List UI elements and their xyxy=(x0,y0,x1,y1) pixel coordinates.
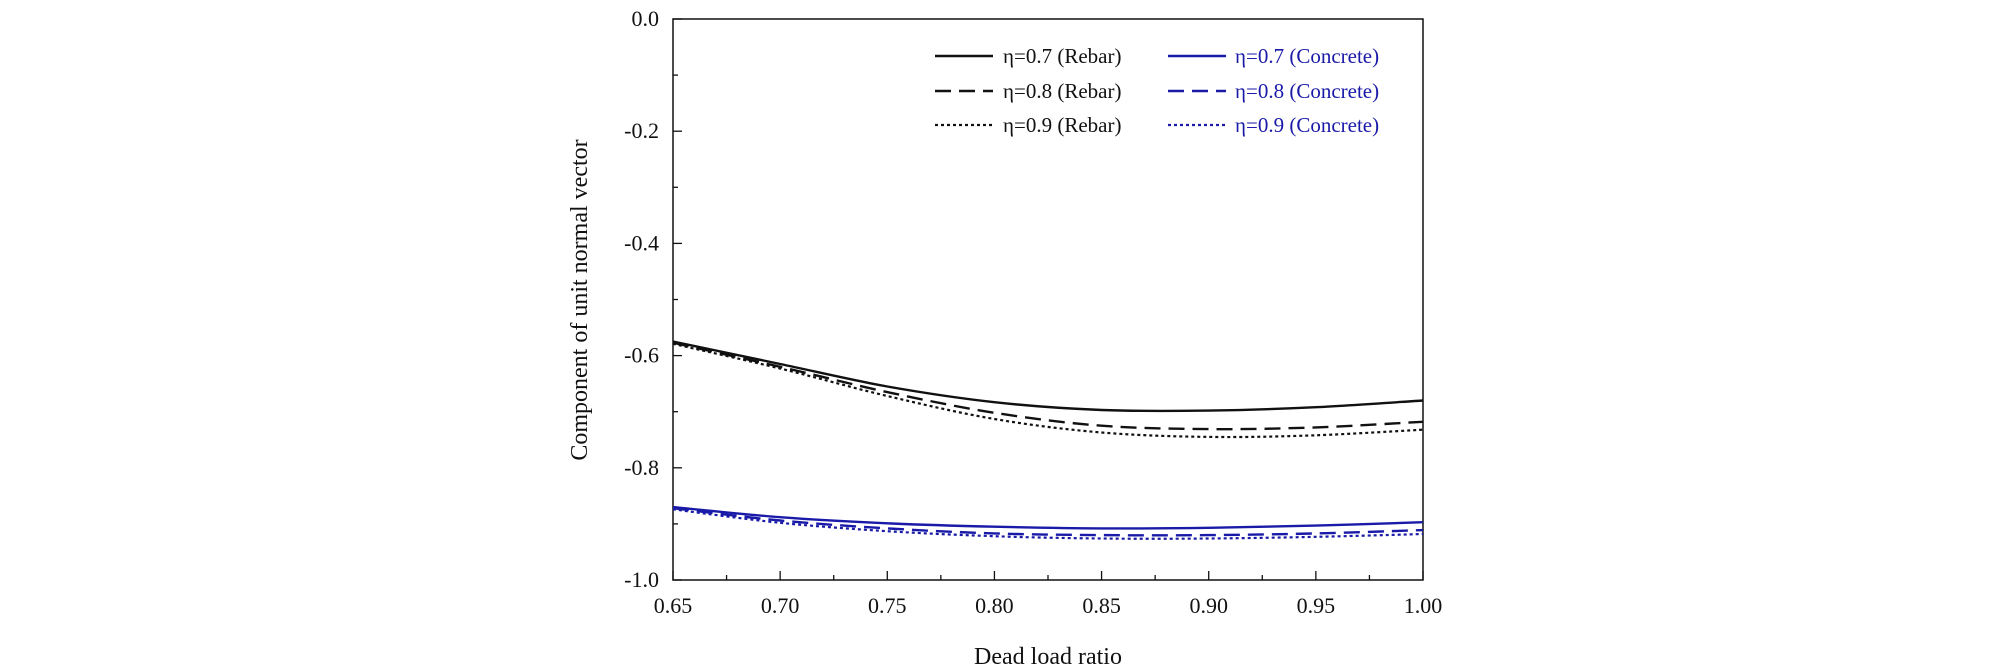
x-axis: 0.65 0.70 0.75 0.80 0.85 0.90 0.95 1.00 xyxy=(654,571,1443,618)
y-tick-label: -0.2 xyxy=(624,118,659,143)
y-tick-label: -0.4 xyxy=(624,230,659,255)
legend-label: η=0.9 (Concrete) xyxy=(1235,113,1379,137)
x-tick-label: 0.90 xyxy=(1189,593,1228,618)
y-tick-label: -0.8 xyxy=(624,455,659,480)
x-tick-label: 0.80 xyxy=(975,593,1014,618)
x-tick-label: 0.85 xyxy=(1082,593,1121,618)
y-tick-label: -0.6 xyxy=(624,343,659,368)
series-line-concrete-1 xyxy=(672,505,1424,530)
series-line-rebar-3 xyxy=(672,342,1424,439)
legend-label: η=0.8 (Rebar) xyxy=(1003,79,1121,103)
plot-frame xyxy=(672,18,1424,581)
y-axis: 0.0 -0.2 -0.4 -0.6 -0.8 -1.0 xyxy=(624,6,682,592)
x-tick-label: 0.70 xyxy=(761,593,800,618)
x-axis-title: Dead load ratio xyxy=(974,644,1122,670)
legend-label: η=0.7 (Concrete) xyxy=(1235,44,1379,68)
legend-label: η=0.8 (Concrete) xyxy=(1235,79,1379,103)
series-line-rebar-1 xyxy=(672,340,1424,413)
series-line-concrete-3 xyxy=(672,508,1424,540)
y-tick-label: 0.0 xyxy=(632,6,660,31)
x-tick-label: 0.95 xyxy=(1297,593,1336,618)
y-axis-title: Component of unit normal vector xyxy=(567,139,593,460)
series-lines xyxy=(672,340,1424,540)
y-tick-label: -1.0 xyxy=(624,567,659,592)
legend-label: η=0.7 (Rebar) xyxy=(1003,44,1121,68)
legend-label: η=0.9 (Rebar) xyxy=(1003,113,1121,137)
x-tick-label: 0.75 xyxy=(868,593,907,618)
x-tick-label: 0.65 xyxy=(654,593,693,618)
legend: η=0.7 (Rebar) η=0.8 (Rebar) η=0.9 (Rebar) η… xyxy=(935,44,1379,137)
x-tick-label: 1.00 xyxy=(1404,593,1443,618)
series-line-concrete-2 xyxy=(672,507,1424,537)
series-line-rebar-2 xyxy=(672,341,1424,431)
